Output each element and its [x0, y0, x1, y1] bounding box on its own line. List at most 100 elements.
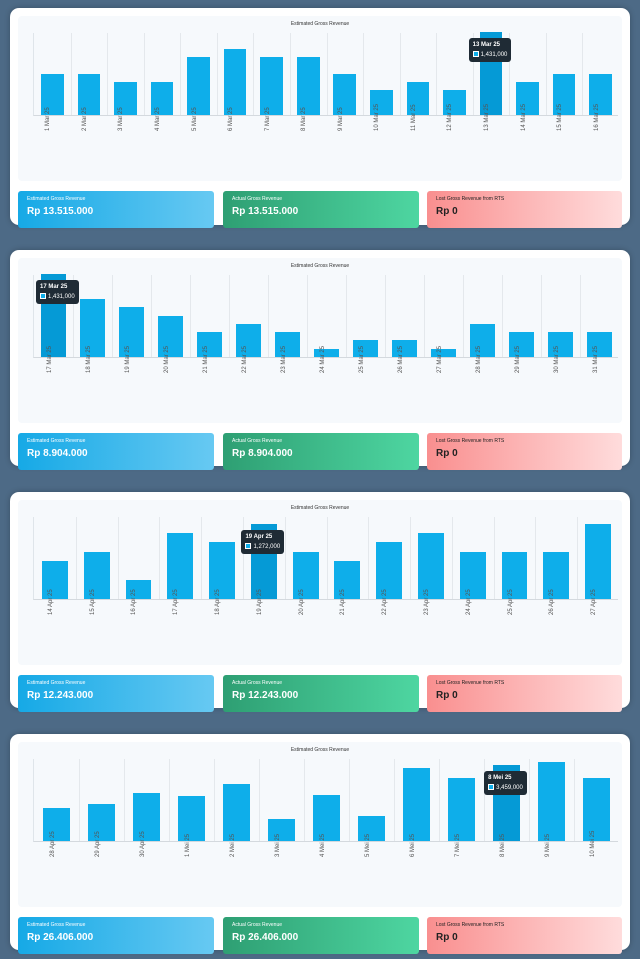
gridline	[284, 517, 286, 599]
chart-bar[interactable]	[334, 561, 361, 599]
estimated-revenue-card: Estimated Gross Revenue Rp 12.243.000	[18, 675, 214, 712]
chart-bar[interactable]	[209, 542, 235, 599]
chart-bar[interactable]	[42, 808, 71, 841]
estimated-revenue-value: Rp 13.515.000	[27, 206, 94, 217]
chart-bar[interactable]	[41, 561, 68, 599]
chart-bar[interactable]	[582, 777, 611, 841]
tooltip-value: 1,431,000	[472, 50, 507, 60]
chart-bar[interactable]	[125, 580, 152, 599]
x-tick-label: 29 Mar 25	[514, 345, 521, 373]
revenue-chart-4: Estimated Gross Revenue 28 Apr 25 29 Apr …	[18, 742, 622, 907]
chart-bar[interactable]	[87, 803, 116, 841]
estimated-revenue-card: Estimated Gross Revenue Rp 26.406.000	[18, 917, 214, 954]
lost-revenue-label: Lost Gross Revenue from RTS	[436, 922, 505, 928]
chart-bar[interactable]	[260, 56, 283, 115]
chart-bar[interactable]	[292, 551, 319, 599]
x-tick-label: 3 Mar 25	[118, 107, 125, 131]
tooltip-date: 13 Mar 25	[472, 42, 501, 48]
gridline	[410, 517, 412, 599]
chart-bar[interactable]	[222, 784, 251, 841]
gridline	[201, 517, 203, 599]
chart-bar[interactable]	[447, 777, 476, 841]
chart-bar[interactable]	[402, 767, 431, 841]
gridline	[535, 517, 537, 599]
chart-bar[interactable]	[585, 523, 612, 599]
chart-bar[interactable]	[537, 762, 566, 841]
x-tick-label: 24 Apr 25	[465, 589, 472, 615]
x-tick-label: 5 Mar 25	[191, 107, 198, 131]
revenue-panel-3: Estimated Gross Revenue 14 Apr 25 15 Apr …	[10, 492, 630, 712]
chart-bar[interactable]	[314, 348, 339, 357]
x-tick-label: 25 Apr 25	[507, 589, 514, 615]
gridline	[451, 517, 453, 599]
chart-bar[interactable]	[543, 551, 570, 599]
chart-bar[interactable]	[197, 332, 222, 357]
chart-bar[interactable]	[370, 90, 393, 115]
lost-revenue-value: Rp 0	[436, 932, 458, 943]
chart-bar[interactable]	[167, 533, 194, 599]
chart-bar[interactable]	[392, 340, 417, 357]
chart-bar[interactable]	[431, 348, 456, 357]
x-tick-label: 2 Mar 25	[81, 107, 88, 131]
chart-bar[interactable]	[83, 551, 110, 599]
chart-bar[interactable]	[275, 332, 300, 357]
gridline	[493, 517, 495, 599]
lost-revenue-label: Lost Gross Revenue from RTS	[436, 196, 505, 202]
estimated-revenue-card: Estimated Gross Revenue Rp 13.515.000	[18, 191, 214, 228]
chart-bar[interactable]	[132, 792, 161, 841]
chart-bar[interactable]	[548, 332, 573, 357]
chart-bar[interactable]	[119, 307, 144, 357]
actual-revenue-card: Actual Gross Revenue Rp 26.406.000	[223, 917, 419, 954]
tooltip-date: 8 Mei 25	[488, 775, 512, 782]
x-tick-label: 13 Mar 25	[484, 103, 491, 131]
x-tick-label: 23 Mar 25	[280, 345, 287, 373]
chart-bar[interactable]	[333, 73, 357, 115]
chart-bar[interactable]	[589, 73, 613, 115]
chart-bar[interactable]	[77, 73, 101, 115]
estimated-revenue-label: Estimated Gross Revenue	[27, 922, 86, 928]
chart-bar[interactable]	[150, 81, 174, 115]
chart-bar[interactable]	[114, 81, 137, 115]
chart-title: Estimated Gross Revenue	[290, 21, 350, 27]
chart-plot	[33, 517, 618, 600]
x-tick-label: 25 Mar 25	[358, 345, 365, 373]
chart-bar[interactable]	[187, 56, 210, 115]
chart-bar[interactable]	[353, 340, 378, 357]
chart-bar[interactable]	[357, 815, 386, 841]
x-tick-label: 17 Apr 25	[173, 589, 180, 615]
chart-bar[interactable]	[459, 551, 486, 599]
chart-bar[interactable]	[80, 298, 105, 357]
chart-bar[interactable]	[296, 56, 320, 115]
chart-bar[interactable]	[406, 81, 430, 115]
chart-bar[interactable]	[443, 90, 466, 115]
chart-bar[interactable]	[418, 533, 444, 599]
x-tick-label: 14 Apr 25	[47, 589, 54, 615]
chart-bar[interactable]	[158, 315, 183, 357]
chart-bar[interactable]	[470, 323, 495, 357]
chart-bar[interactable]	[501, 551, 528, 599]
chart-bar[interactable]	[236, 323, 261, 357]
chart-bar[interactable]	[587, 332, 612, 357]
chart-bar[interactable]	[516, 81, 539, 115]
chart-bar[interactable]	[509, 332, 534, 357]
gridline	[385, 275, 386, 357]
lost-revenue-card: Lost Gross Revenue from RTS Rp 0	[427, 433, 622, 470]
x-tick-label: 22 Apr 25	[382, 589, 389, 615]
chart-bar[interactable]	[267, 819, 296, 841]
gridline	[112, 275, 113, 357]
chart-bar[interactable]	[223, 48, 247, 115]
actual-revenue-value: Rp 8.904.000	[232, 448, 293, 459]
gridline	[253, 33, 255, 115]
x-tick-label: 26 Mar 25	[397, 345, 404, 373]
chart-bar[interactable]	[552, 73, 576, 115]
actual-revenue-label: Actual Gross Revenue	[232, 680, 283, 686]
x-tick-label: 20 Apr 25	[298, 589, 305, 615]
gridline	[472, 33, 474, 115]
x-tick-label: 12 Mar 25	[447, 103, 454, 131]
chart-bar[interactable]	[40, 73, 64, 115]
chart-bar[interactable]	[376, 542, 403, 599]
x-tick-label: 15 Mar 25	[557, 103, 564, 131]
chart-tooltip: 13 Mar 25 1,431,000	[468, 38, 512, 62]
chart-bar[interactable]	[177, 796, 206, 841]
chart-bar[interactable]	[312, 795, 341, 841]
